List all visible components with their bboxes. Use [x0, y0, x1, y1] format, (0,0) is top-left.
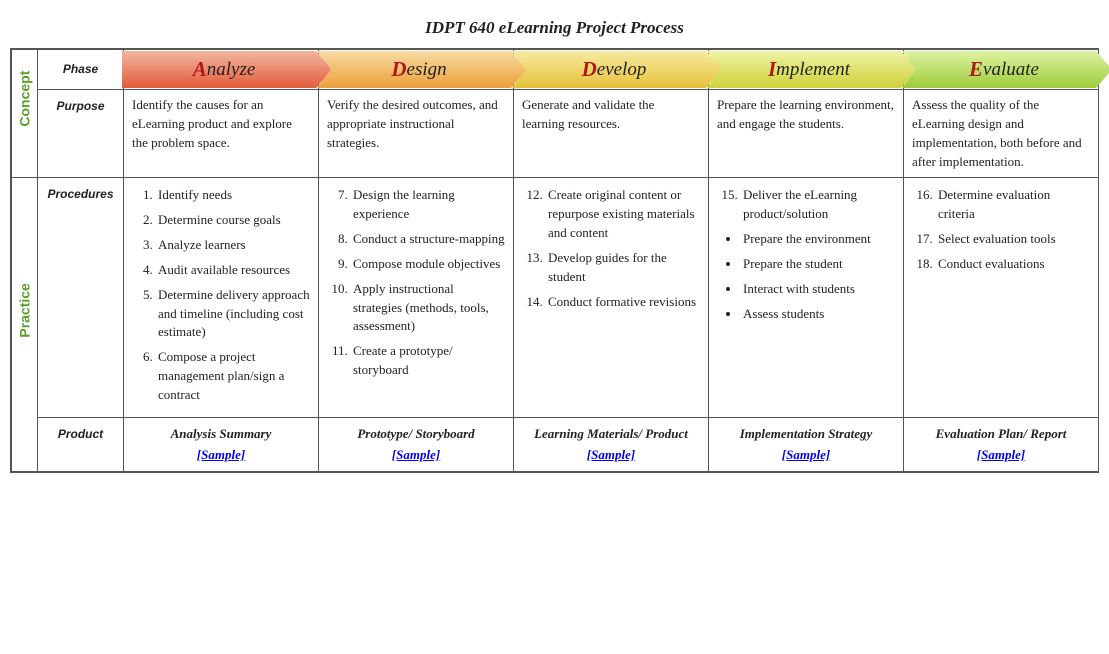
procedure-item: Identify needs [156, 186, 310, 205]
procedure-list: Design the learning experience Conduct a … [327, 186, 505, 380]
arrow-label-analyze: Analyze [124, 50, 318, 89]
process-table: Concept Phase Analyze Design Develop Imp… [11, 49, 1099, 472]
process-table-container: Concept Phase Analyze Design Develop Imp… [10, 48, 1099, 473]
sample-link-analyze[interactable]: [Sample] [197, 447, 245, 462]
procedure-item: Analyze learners [156, 236, 310, 255]
purpose-row: Purpose Identify the causes for an eLear… [12, 90, 1099, 178]
procedure-item: Compose a project management plan/sign a… [156, 348, 310, 405]
procedure-item: Interact with students [741, 280, 895, 299]
page-title: IDPT 640 eLearning Project Process [10, 10, 1099, 48]
procedure-item: Determine delivery approach and timeline… [156, 286, 310, 343]
phase-design: Design [319, 50, 514, 90]
procedures-row: Practice Procedures Identify needsDeterm… [12, 178, 1099, 417]
purpose-evaluate: Assess the quality of the eLearning desi… [904, 90, 1099, 178]
procedures-evaluate: Determine evaluation criteria Select eval… [904, 178, 1099, 417]
procedures-develop: Create original content or repurpose exi… [514, 178, 709, 417]
row-label-product: Product [38, 417, 124, 472]
sample-link-evaluate[interactable]: [Sample] [977, 447, 1025, 462]
procedure-item: Develop guides for the student [546, 249, 700, 287]
row-label-procedures: Procedures [38, 178, 124, 417]
phase-row: Concept Phase Analyze Design Develop Imp… [12, 50, 1099, 90]
procedure-item: Apply instructional strategies (methods,… [351, 280, 505, 337]
procedure-item: Conduct evaluations [936, 255, 1090, 274]
purpose-design: Verify the desired outcomes, and appropr… [319, 90, 514, 178]
side-label-practice: Practice [12, 178, 38, 472]
phase-implement: Implement [709, 50, 904, 90]
side-label-concept: Concept [12, 50, 38, 178]
procedure-item: Create a prototype/ storyboard [351, 342, 505, 380]
procedures-design: Design the learning experience Conduct a … [319, 178, 514, 417]
procedure-item: Design the learning experience [351, 186, 505, 224]
arrow-label-implement: Implement [709, 50, 903, 89]
product-evaluate: Evaluation Plan/ Report [Sample] [904, 417, 1099, 472]
procedure-item: Conduct a structure-mapping [351, 230, 505, 249]
procedure-item: Select evaluation tools [936, 230, 1090, 249]
product-row: Product Analysis Summary [Sample] Protot… [12, 417, 1099, 472]
arrow-label-design: Design [319, 50, 513, 89]
phase-develop: Develop [514, 50, 709, 90]
purpose-implement: Prepare the learning environment, and en… [709, 90, 904, 178]
arrow-label-evaluate: Evaluate [904, 50, 1098, 89]
procedure-item: Create original content or repurpose exi… [546, 186, 700, 243]
procedure-item: Audit available resources [156, 261, 310, 280]
procedure-list: Deliver the eLearning product/solution [717, 186, 895, 224]
procedure-list: Determine evaluation criteria Select eval… [912, 186, 1090, 273]
procedure-list: Create original content or repurpose exi… [522, 186, 700, 311]
procedures-analyze: Identify needs Determine course goals Anal… [124, 178, 319, 417]
procedure-item: Compose module objectives [351, 255, 505, 274]
product-develop: Learning Materials/ Product [Sample] [514, 417, 709, 472]
product-implement: Implementation Strategy [Sample] [709, 417, 904, 472]
procedure-item: Determine evaluation criteria [936, 186, 1090, 224]
product-analyze: Analysis Summary [Sample] [124, 417, 319, 472]
arrow-label-develop: Develop [514, 50, 708, 89]
row-label-purpose: Purpose [38, 90, 124, 178]
procedure-list: Prepare the environment Prepare the stude… [717, 230, 895, 323]
procedure-item: Conduct formative revisions [546, 293, 700, 312]
purpose-analyze: Identify the causes for an eLearning pro… [124, 90, 319, 178]
purpose-develop: Generate and validate the learning resou… [514, 90, 709, 178]
sample-link-design[interactable]: [Sample] [392, 447, 440, 462]
procedure-list: Identify needs Determine course goals Anal… [132, 186, 310, 404]
phase-evaluate: Evaluate [904, 50, 1099, 90]
procedure-item: Prepare the environment [741, 230, 895, 249]
row-label-phase: Phase [38, 50, 124, 90]
procedures-implement: Deliver the eLearning product/solution Pr… [709, 178, 904, 417]
phase-analyze: Analyze [124, 50, 319, 90]
sample-link-develop[interactable]: [Sample] [587, 447, 635, 462]
product-design: Prototype/ Storyboard [Sample] [319, 417, 514, 472]
procedure-item: Deliver the eLearning product/solution [741, 186, 895, 224]
sample-link-implement[interactable]: [Sample] [782, 447, 830, 462]
procedure-item: Prepare the student [741, 255, 895, 274]
procedure-item: Determine course goals [156, 211, 310, 230]
procedure-item: Assess students [741, 305, 895, 324]
